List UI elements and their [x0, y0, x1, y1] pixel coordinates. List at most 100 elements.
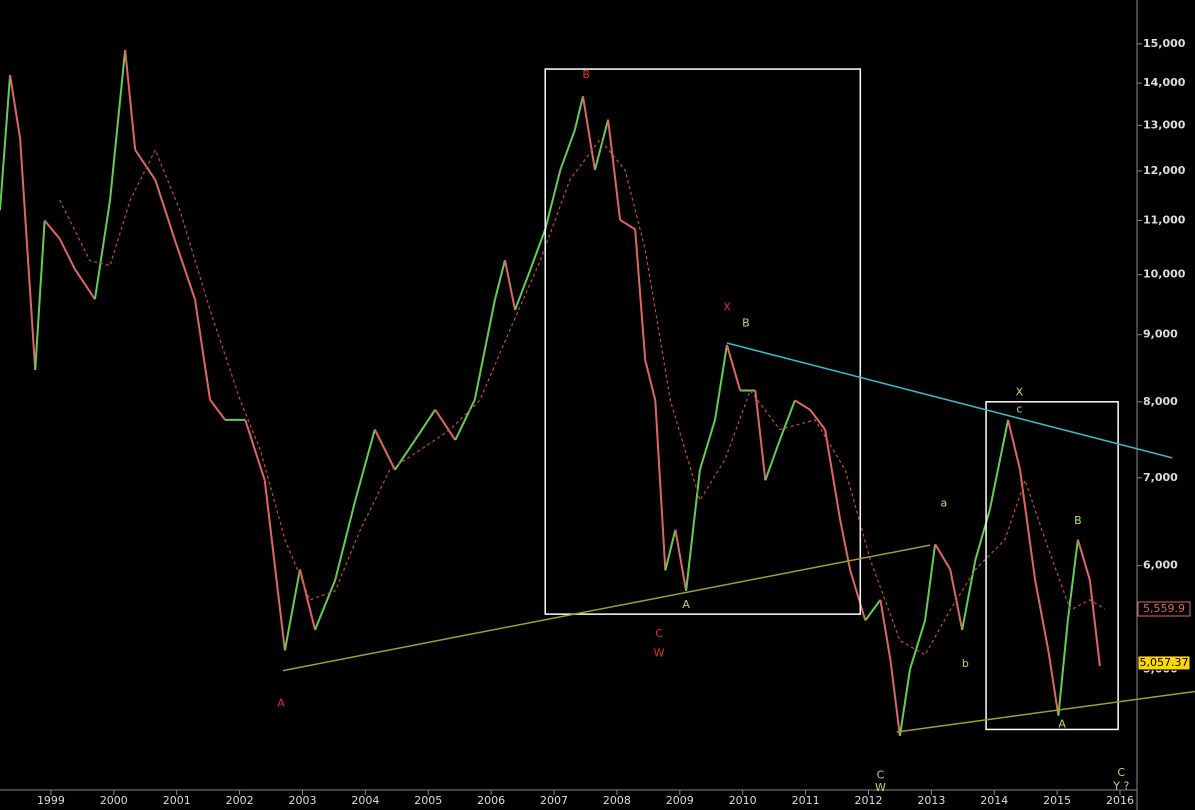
- y-tick-label: 14,000: [1143, 76, 1186, 89]
- price-segment: [1066, 539, 1079, 621]
- price-segment: [299, 569, 317, 631]
- price-segment: [454, 399, 476, 441]
- trendline: [282, 544, 931, 672]
- x-tick-label: 2011: [792, 794, 820, 807]
- price-segment: [0, 74, 12, 211]
- x-tick-label: 2013: [917, 794, 945, 807]
- price-segment: [74, 268, 96, 300]
- y-tick-label: 11,000: [1143, 213, 1186, 226]
- price-segment: [154, 179, 176, 241]
- price-segment: [1057, 620, 1069, 716]
- y-tick-label: 15,000: [1143, 37, 1186, 50]
- x-tick-label: 2015: [1043, 794, 1071, 807]
- price-segment: [794, 399, 811, 411]
- y-tick-label: 10,000: [1143, 268, 1186, 281]
- price-segment: [849, 570, 867, 621]
- x-tick-label: 2012: [854, 794, 882, 807]
- box: [985, 401, 1119, 731]
- y-tick-label: 8,000: [1143, 395, 1178, 408]
- price-segment: [824, 429, 842, 521]
- price-segment: [473, 299, 496, 400]
- price-segment: [593, 119, 610, 171]
- price-label: 5,057.37: [1140, 656, 1189, 669]
- price-segment: [19, 138, 37, 371]
- price-segment: [124, 49, 137, 151]
- price-segment: [909, 620, 927, 670]
- price-segment: [244, 419, 266, 481]
- price-segment: [619, 219, 636, 231]
- price-segment: [263, 480, 286, 651]
- x-tick-label: 2003: [288, 794, 316, 807]
- price-label-box: [1137, 655, 1191, 671]
- price-label-box: [1137, 601, 1191, 617]
- annotation: c: [1016, 403, 1022, 416]
- price-segment: [809, 409, 826, 431]
- price-segment: [654, 400, 667, 571]
- price-segment: [544, 169, 562, 230]
- x-tick-label: 2014: [980, 794, 1008, 807]
- trendline: [896, 690, 1195, 733]
- price-segment: [493, 259, 506, 300]
- y-tick-label: 13,000: [1143, 118, 1186, 131]
- price-segment: [414, 409, 437, 441]
- price-segment: [924, 544, 937, 621]
- price-segment: [34, 220, 46, 371]
- x-tick-label: 2008: [603, 794, 631, 807]
- y-tick-label: 12,000: [1143, 164, 1186, 177]
- price-segment: [354, 429, 376, 501]
- annotation: b: [962, 657, 969, 670]
- price-segment: [644, 359, 657, 401]
- price-segment: [314, 579, 337, 631]
- x-tick-label: 2001: [163, 794, 191, 807]
- price-segment: [514, 269, 532, 311]
- price-segment: [607, 119, 622, 221]
- price-segment: [754, 390, 767, 481]
- annotation: B: [1074, 514, 1082, 527]
- price-segment: [961, 559, 977, 631]
- price-segment: [1088, 579, 1101, 667]
- price-segment: [778, 400, 796, 441]
- price-segment: [209, 399, 226, 421]
- price-segment: [58, 238, 76, 270]
- annotation: W: [875, 781, 886, 794]
- y-tick-label: 9,000: [1143, 328, 1178, 341]
- price-segment: [764, 439, 781, 481]
- annotation: A: [1058, 717, 1066, 730]
- annotation: C: [655, 627, 663, 640]
- x-tick-label: 2002: [226, 794, 254, 807]
- price-segment: [1034, 579, 1050, 651]
- price-segment: [134, 149, 157, 181]
- price-segment: [581, 96, 596, 171]
- x-tick-label: 2005: [414, 794, 442, 807]
- price-segment: [879, 599, 892, 661]
- price-segment: [9, 74, 22, 139]
- price-segment: [634, 229, 647, 361]
- price-segment: [988, 419, 1010, 510]
- price-segment: [698, 419, 716, 471]
- price-segment: [685, 469, 701, 591]
- annotation: A: [682, 598, 690, 611]
- price-segment: [674, 529, 688, 592]
- price-segment: [864, 599, 882, 621]
- price-segment: [173, 239, 196, 300]
- price-segment: [934, 543, 952, 570]
- x-tick-label: 2016: [1106, 794, 1134, 807]
- annotation: C: [1117, 766, 1125, 779]
- annotation: X: [723, 301, 731, 314]
- x-tick-label: 2000: [100, 794, 128, 807]
- price-segment: [193, 299, 212, 400]
- price-segment: [1007, 419, 1022, 470]
- annotation: C: [877, 769, 885, 782]
- price-segment: [714, 344, 728, 421]
- price-segment: [898, 669, 911, 736]
- x-tick-label: 2010: [729, 794, 757, 807]
- annotation: A: [277, 696, 285, 709]
- x-tick-label: 2009: [666, 794, 694, 807]
- box: [544, 68, 862, 615]
- price-segment: [373, 429, 396, 471]
- annotation: a: [941, 497, 948, 510]
- annotation: Y ?: [1112, 780, 1129, 793]
- price-segment: [664, 529, 677, 571]
